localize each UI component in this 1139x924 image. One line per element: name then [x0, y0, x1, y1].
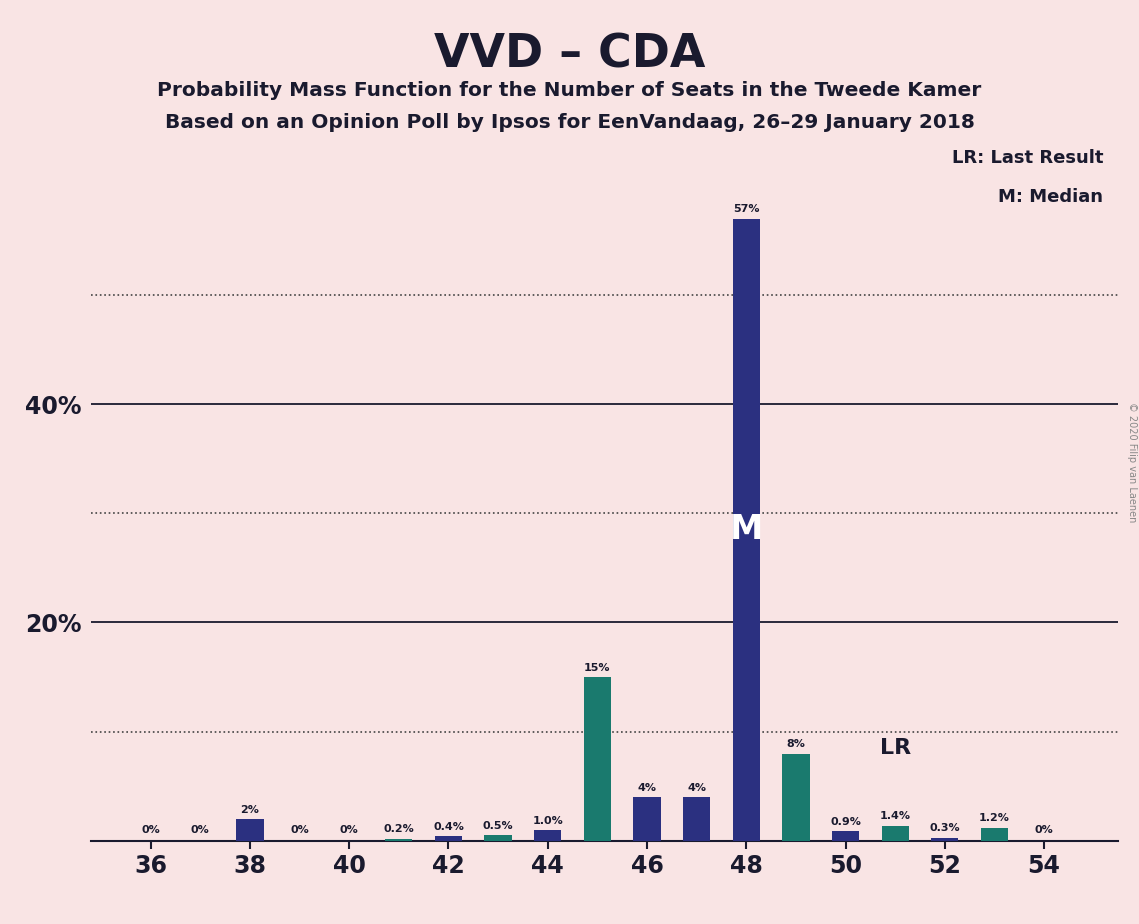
Bar	[236, 819, 263, 841]
Text: LR: Last Result: LR: Last Result	[951, 149, 1103, 167]
Bar	[484, 835, 511, 841]
Text: 0%: 0%	[290, 825, 309, 835]
Bar	[534, 830, 562, 841]
Text: Based on an Opinion Poll by Ipsos for EenVandaag, 26–29 January 2018: Based on an Opinion Poll by Ipsos for Ee…	[164, 113, 975, 132]
Text: M: M	[730, 513, 763, 546]
Text: 1.0%: 1.0%	[532, 816, 563, 825]
Text: 0.3%: 0.3%	[929, 823, 960, 833]
Text: 0%: 0%	[339, 825, 359, 835]
Bar	[385, 839, 412, 841]
Text: Probability Mass Function for the Number of Seats in the Tweede Kamer: Probability Mass Function for the Number…	[157, 81, 982, 101]
Text: 2%: 2%	[240, 805, 260, 815]
Text: 15%: 15%	[584, 663, 611, 673]
Text: 0%: 0%	[1034, 825, 1054, 835]
Text: 1.2%: 1.2%	[980, 813, 1010, 823]
Bar	[583, 677, 611, 841]
Text: 0%: 0%	[191, 825, 210, 835]
Bar	[882, 825, 909, 841]
Bar	[633, 797, 661, 841]
Text: 8%: 8%	[786, 739, 805, 749]
Bar	[435, 836, 462, 841]
Text: 0.5%: 0.5%	[483, 821, 514, 831]
Text: LR: LR	[880, 738, 911, 758]
Text: © 2020 Filip van Laenen: © 2020 Filip van Laenen	[1128, 402, 1137, 522]
Text: 0.4%: 0.4%	[433, 822, 464, 833]
Text: 0.9%: 0.9%	[830, 817, 861, 827]
Bar	[683, 797, 711, 841]
Bar	[782, 753, 810, 841]
Text: 4%: 4%	[638, 783, 656, 793]
Text: 57%: 57%	[734, 204, 760, 214]
Text: 0%: 0%	[141, 825, 161, 835]
Text: VVD – CDA: VVD – CDA	[434, 32, 705, 78]
Text: 4%: 4%	[687, 783, 706, 793]
Bar	[981, 828, 1008, 841]
Bar	[932, 837, 958, 841]
Bar	[831, 831, 859, 841]
Bar	[732, 219, 760, 841]
Text: 1.4%: 1.4%	[879, 811, 911, 821]
Text: 0.2%: 0.2%	[384, 824, 415, 834]
Text: M: Median: M: Median	[998, 188, 1103, 206]
